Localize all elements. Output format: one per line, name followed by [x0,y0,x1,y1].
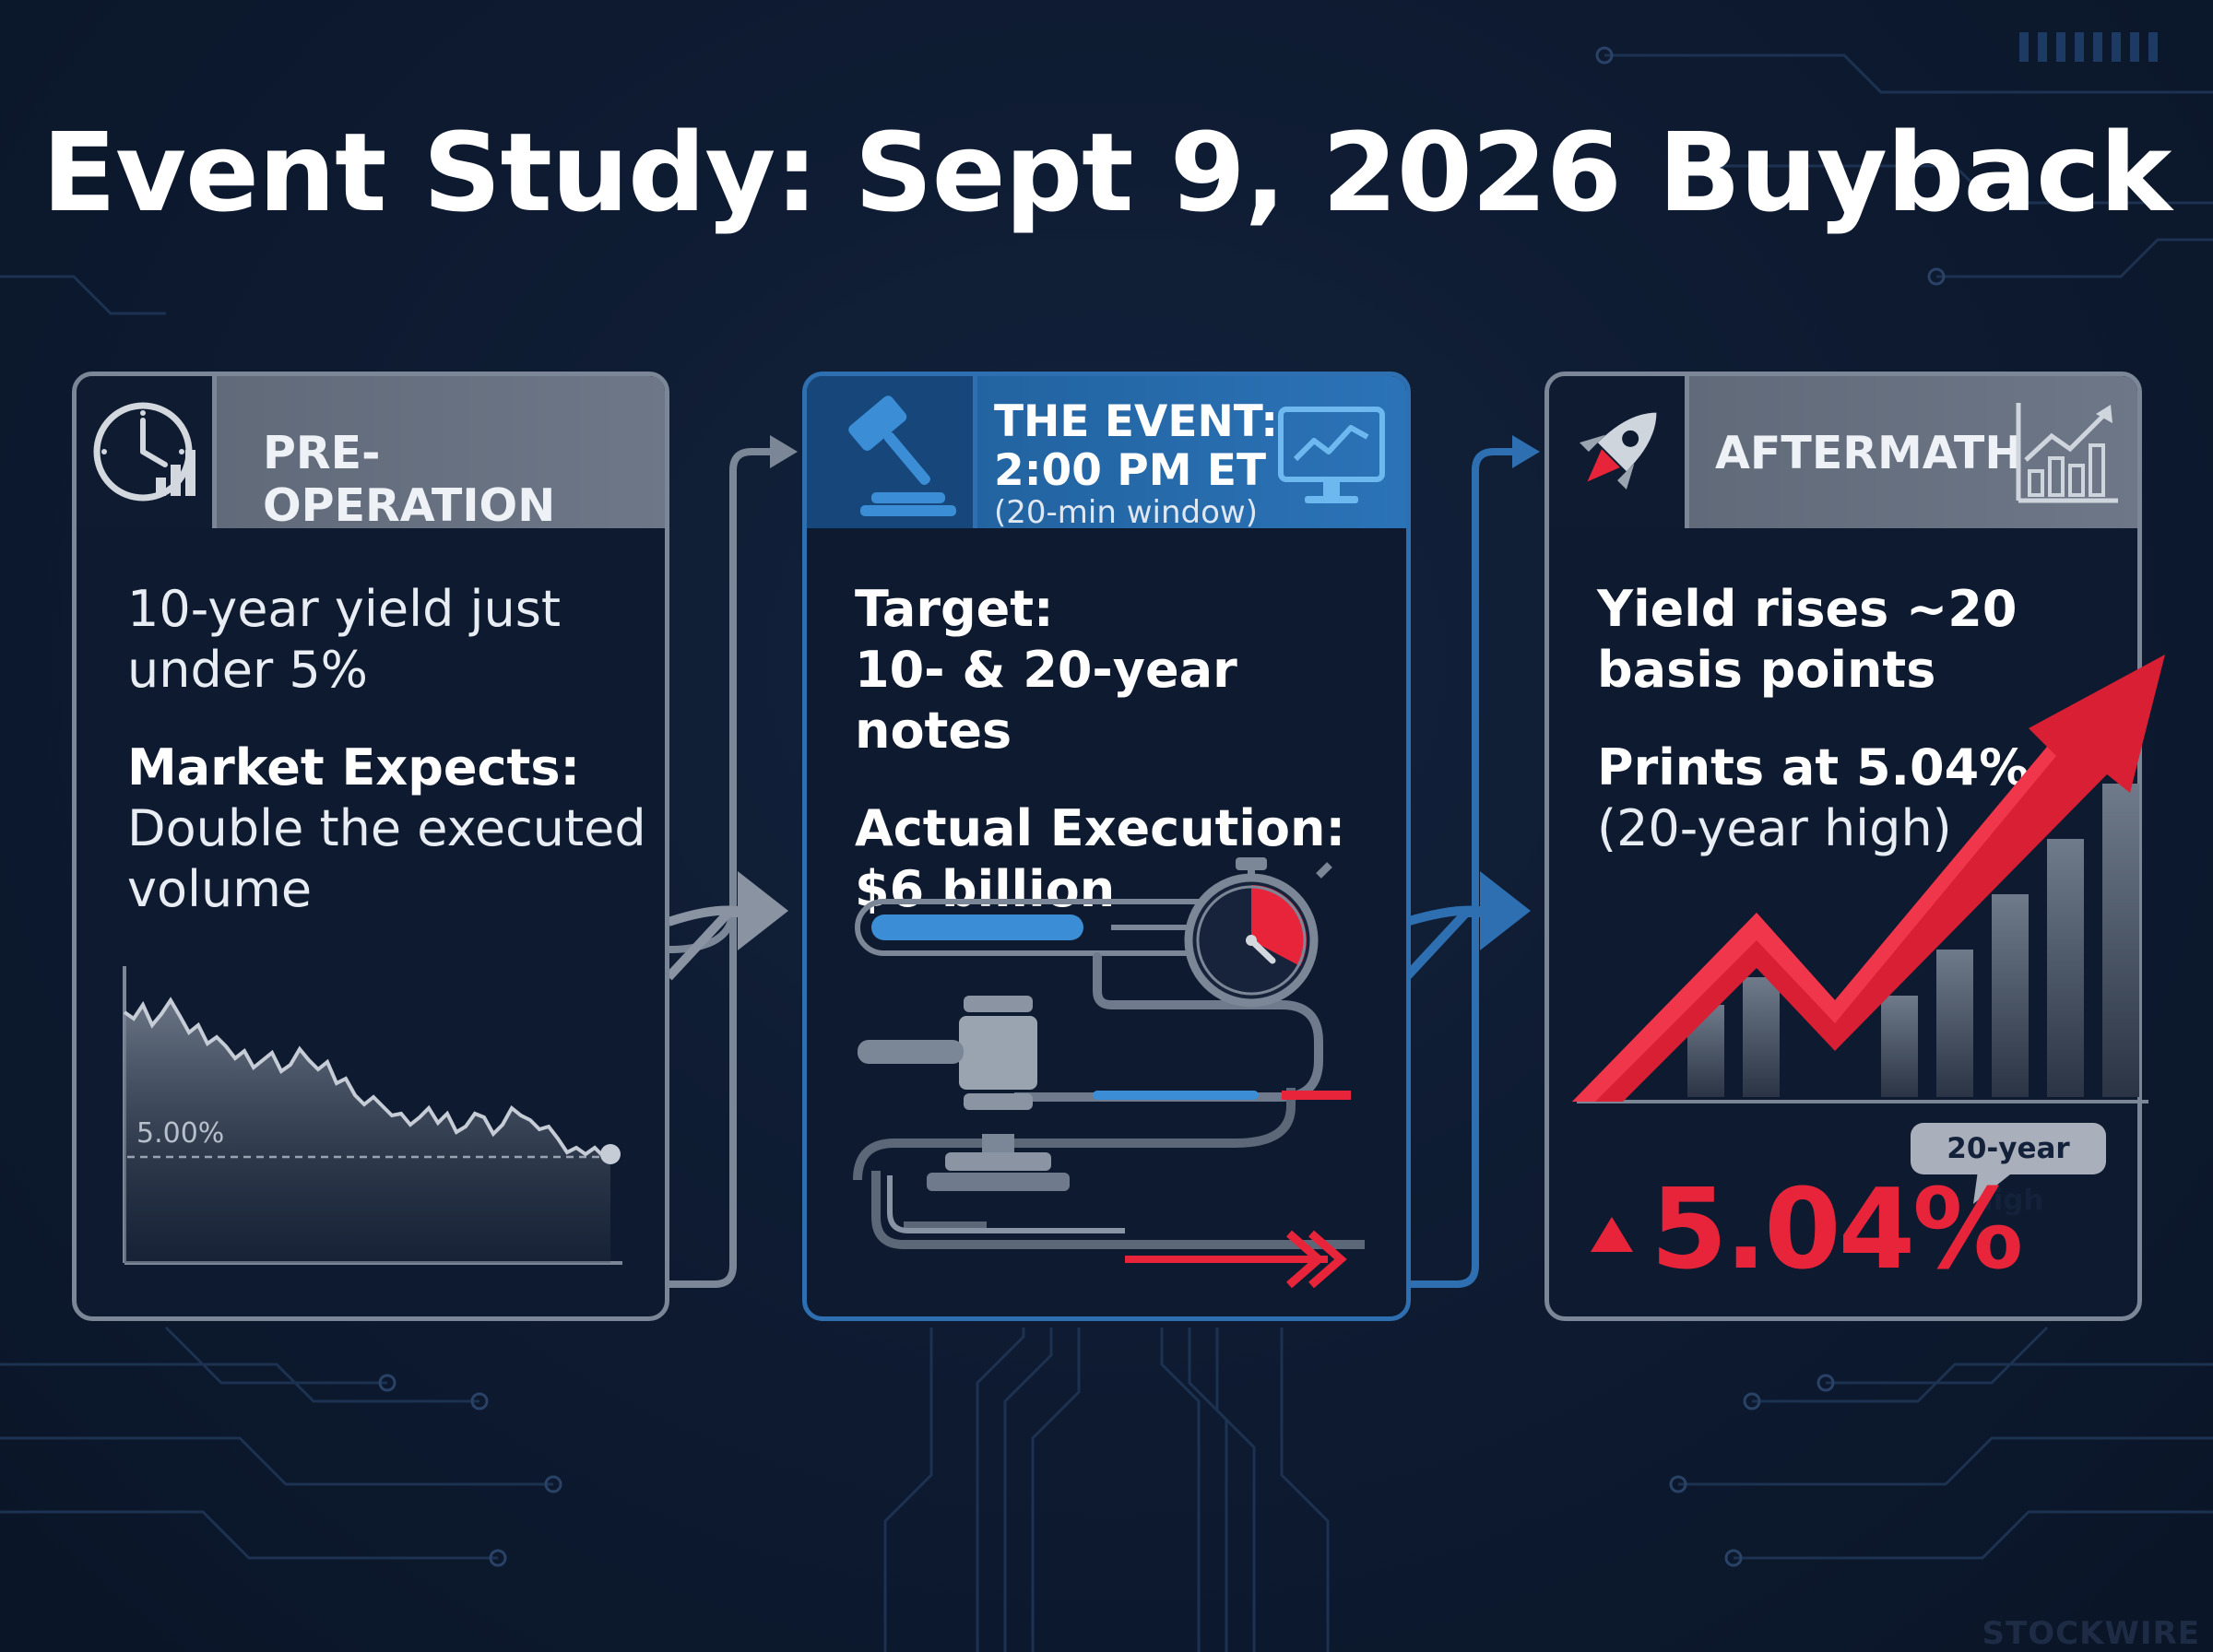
rising-red-arrow [1572,655,2165,1102]
arrow-event-to-after [1480,871,1531,950]
sparkline-line [123,997,611,1160]
arrow-event-to-after-small [1512,435,1540,468]
event-time: 2:00 PM ET [994,445,1267,496]
rising-bars-icon [2016,403,2118,503]
arrow-pre-to-event [738,871,788,950]
yield-rise-illustration [1572,655,2165,1103]
reference-label: 5.00% [136,1117,225,1150]
after-line-1: Yield rises ~20 [1597,580,2018,638]
market-expects-label: Market Expects: [127,738,581,796]
target-label: Target: [855,580,1054,638]
prints-note: (20-year high) [1597,799,1952,857]
clock-bars-icon [77,376,217,528]
event-window: (20-min window) [994,494,1258,531]
gavel-icon [807,376,977,528]
event-header: THE EVENT: 2:00 PM ET (20-min window) [807,376,1406,531]
stopwatch-icon [1184,857,1332,1008]
page-title: Event Study: Sept 9, 2026 Buyback [41,109,2172,236]
yield-sparkline [123,966,622,1265]
target-value: 10- & 20-year notes [855,641,1237,760]
after-line-2: basis points [1597,641,1936,699]
aftermath-title: AFTERMATH [1715,427,2023,479]
execution-value: $6 billion [855,860,1116,918]
event-panel: THE EVENT: 2:00 PM ET (20-min window) Ta… [802,372,1411,1321]
event-title: THE EVENT: [994,396,1279,447]
progress-fill [871,914,1083,940]
gavel-illustration [858,996,1070,1191]
pre-line-2: under 5% [127,641,368,699]
market-expects-line-1: Double the executed [127,799,646,857]
sparkline-area [124,1000,610,1263]
sparkline-endpoint [600,1144,621,1164]
rocket-icon [1549,376,1689,528]
pre-operation-header: PRE-OPERATION [77,376,665,532]
arrow-pre-to-event-small [770,435,798,468]
aftermath-header: AFTERMATH [1549,376,2137,528]
callout-pointer [1973,1171,2015,1204]
event-text: Target: 10- & 20-year notes Actual Execu… [855,579,1406,920]
aftermath-text: Yield rises ~20 basis points Prints at 5… [1597,579,2029,859]
twenty-year-high-callout: 20-year high [1911,1123,2106,1217]
watermark: STOCKWIRE [1982,1615,2200,1652]
pre-line-1: 10-year yield just [127,580,562,638]
execution-illustration [853,857,1365,1289]
prints-label: Prints at 5.04% [1597,738,2030,796]
market-expects-line-2: volume [127,860,313,918]
execution-label: Actual Execution: [855,799,1346,857]
headline-yield-value: 5.04% [1651,1166,2023,1294]
pre-operation-text: 10-year yield just under 5% Market Expec… [127,579,646,920]
up-triangle-icon [1591,1217,1633,1252]
monitor-chart-icon [1278,407,1385,503]
pre-operation-title: PRE-OPERATION [263,427,556,532]
aftermath-panel: AFTERMATH Yield rises ~20 basis points P… [1544,372,2142,1321]
